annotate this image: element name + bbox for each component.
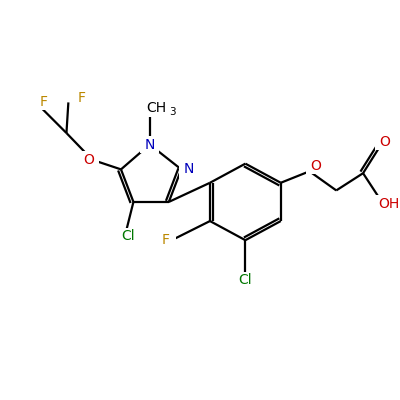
FancyBboxPatch shape [233,272,258,289]
Text: O: O [83,153,94,167]
FancyBboxPatch shape [374,195,400,212]
Text: O: O [380,135,390,149]
Text: Cl: Cl [238,273,252,287]
FancyBboxPatch shape [141,100,174,117]
FancyBboxPatch shape [179,161,198,178]
FancyBboxPatch shape [306,157,325,174]
FancyBboxPatch shape [140,136,159,153]
FancyBboxPatch shape [78,151,99,168]
FancyBboxPatch shape [156,232,176,249]
Text: F: F [162,233,170,247]
FancyBboxPatch shape [73,90,90,105]
Text: N: N [144,138,155,152]
Text: 3: 3 [169,107,176,117]
FancyBboxPatch shape [115,228,140,245]
Text: F: F [78,91,86,105]
Text: Cl: Cl [121,229,134,243]
Text: O: O [310,158,321,172]
Text: OH: OH [378,197,400,211]
Text: F: F [40,96,48,110]
FancyBboxPatch shape [376,133,395,150]
Text: CH: CH [146,101,166,115]
Text: N: N [184,162,194,176]
FancyBboxPatch shape [35,95,52,110]
